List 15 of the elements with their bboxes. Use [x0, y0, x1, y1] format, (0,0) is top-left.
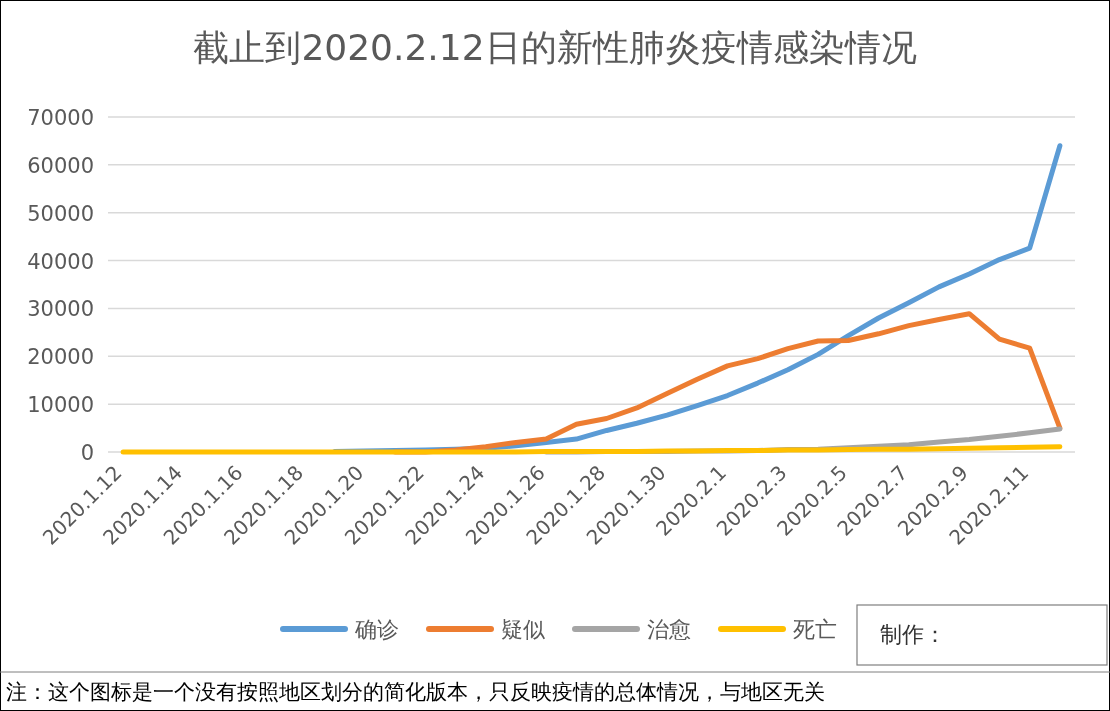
y-tick-label: 40000	[27, 249, 94, 274]
y-tick-label: 60000	[27, 153, 94, 178]
legend-label: 治愈	[647, 617, 691, 642]
y-tick-label: 30000	[27, 297, 94, 322]
y-tick-label: 20000	[27, 345, 94, 370]
y-tick-label: 70000	[27, 106, 94, 130]
y-tick-label: 50000	[27, 201, 94, 226]
legend-label: 死亡	[793, 617, 837, 642]
text: 制作：	[880, 622, 946, 647]
legend-label: 疑似	[501, 617, 545, 642]
y-tick-label: 10000	[27, 393, 94, 418]
legend-label: 确诊	[354, 617, 399, 642]
chart-title: 截止到2020.2.12日的新性肺炎疫情感染情况	[193, 27, 917, 68]
y-tick-label: 0	[80, 441, 94, 465]
text: 注：这个图标是一个没有按照地区划分的简化版本，只反映疫情的总体情况，与地区无关	[6, 680, 825, 704]
